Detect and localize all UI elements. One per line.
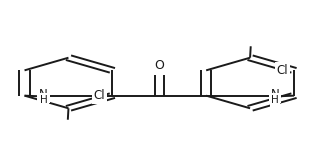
Text: N: N (271, 88, 280, 101)
Text: Cl: Cl (277, 64, 288, 77)
Text: O: O (154, 59, 164, 72)
Text: N: N (39, 88, 48, 101)
Text: H: H (40, 95, 48, 105)
Text: H: H (271, 95, 279, 105)
Text: Cl: Cl (94, 89, 105, 102)
